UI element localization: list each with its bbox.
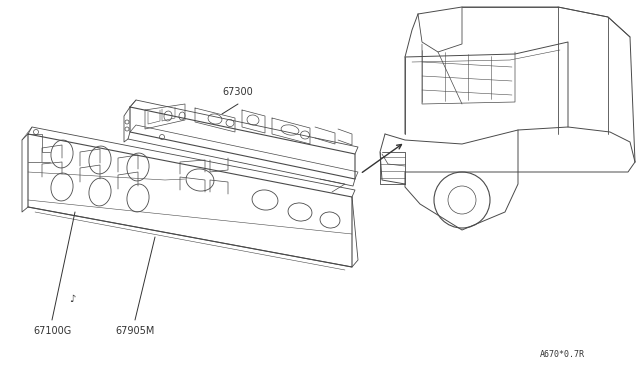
Text: 67905M: 67905M (115, 326, 155, 336)
Text: 67100G: 67100G (33, 326, 71, 336)
Text: ♪: ♪ (69, 294, 75, 304)
Text: A670*0.7R: A670*0.7R (540, 350, 584, 359)
Text: 67300: 67300 (223, 87, 253, 97)
